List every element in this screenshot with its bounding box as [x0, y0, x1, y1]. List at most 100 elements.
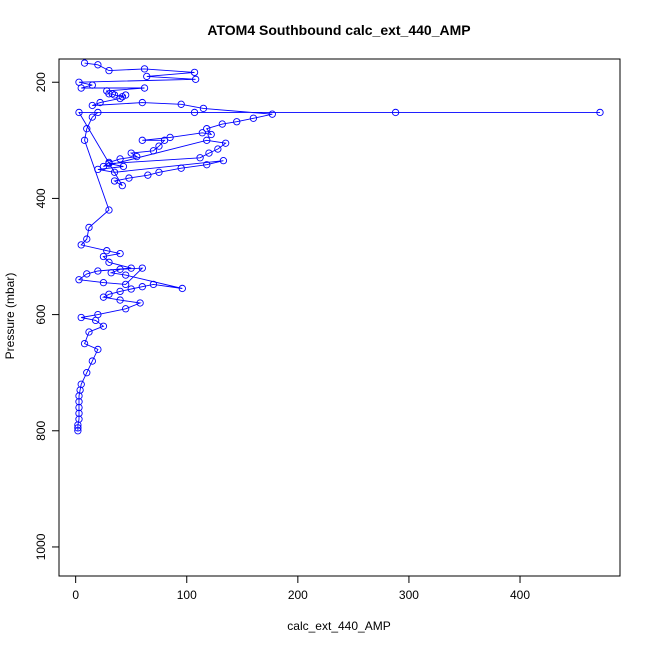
data-point: [138, 98, 146, 107]
data-point: [105, 90, 113, 98]
data-point: [166, 133, 174, 142]
data-point: [99, 278, 108, 287]
data-point: [144, 171, 152, 179]
series-line: [77, 62, 600, 431]
data-point: [94, 267, 102, 275]
data-point: [233, 118, 241, 126]
data-point: [149, 280, 158, 289]
data-point: [110, 177, 119, 185]
x-tick-label: 100: [177, 588, 197, 602]
y-tick-label: 1000: [34, 533, 48, 560]
data-point: [268, 110, 276, 118]
data-point: [249, 114, 258, 122]
data-point: [116, 249, 124, 258]
data-point: [596, 108, 604, 117]
data-point: [122, 305, 130, 313]
data-point: [75, 276, 83, 284]
data-point: [122, 271, 130, 279]
data-point: [127, 285, 135, 293]
y-tick-label: 200: [34, 72, 48, 92]
data-point: [122, 91, 130, 99]
data-point: [96, 98, 104, 107]
data-point: [198, 129, 206, 137]
data-point: [88, 101, 96, 110]
plot-frame: [58, 58, 621, 577]
data-point: [80, 136, 89, 144]
data-point: [214, 145, 222, 153]
data-point: [196, 154, 204, 162]
data-point: [149, 147, 158, 155]
data-point: [207, 130, 215, 139]
data-point: [75, 392, 83, 400]
data-point: [99, 322, 108, 330]
data-point: [105, 290, 113, 298]
data-point: [155, 142, 163, 150]
data-point: [99, 293, 108, 301]
data-point: [107, 269, 115, 277]
data-point: [77, 241, 85, 249]
y-axis-label: Pressure (mbar): [3, 273, 17, 360]
y-tick-label: 800: [34, 420, 48, 440]
data-point: [116, 265, 124, 273]
data-point: [105, 159, 113, 168]
data-point: [77, 84, 85, 92]
data-point: [140, 65, 149, 73]
data-point: [125, 174, 133, 182]
data-point: [133, 152, 141, 161]
data-point: [205, 149, 213, 157]
data-point: [80, 59, 89, 67]
x-tick-label: 200: [288, 588, 308, 602]
data-point: [116, 287, 124, 296]
data-point: [219, 157, 228, 165]
data-point: [74, 427, 82, 435]
data-point: [94, 345, 102, 354]
data-point: [94, 108, 102, 117]
data-series: [74, 59, 604, 435]
data-point: [99, 162, 108, 171]
data-point: [177, 164, 185, 172]
data-point: [143, 72, 151, 81]
data-point: [75, 409, 83, 417]
x-tick-label: 300: [399, 588, 419, 602]
data-point: [391, 108, 400, 117]
x-tick-label: 400: [510, 588, 530, 602]
data-point: [116, 155, 124, 163]
data-point: [80, 339, 89, 348]
data-point: [75, 403, 83, 412]
data-point: [105, 206, 113, 214]
data-point: [203, 125, 211, 133]
data-point: [199, 104, 208, 113]
data-point: [116, 296, 124, 304]
data-point: [83, 270, 91, 278]
data-point: [127, 149, 135, 157]
y-tick-label: 400: [34, 188, 48, 208]
data-point: [110, 91, 119, 99]
data-point: [75, 108, 83, 117]
data-point: [85, 223, 93, 232]
data-point: [83, 125, 91, 133]
data-point: [83, 235, 91, 243]
data-point: [105, 258, 113, 266]
data-point: [74, 424, 82, 432]
data-point: [105, 66, 113, 75]
data-point: [77, 313, 85, 322]
data-point: [75, 398, 83, 406]
x-tick-label: 0: [72, 588, 79, 602]
data-point: [103, 247, 111, 255]
data-point: [99, 252, 108, 261]
data-point: [138, 283, 146, 291]
data-point: [74, 421, 82, 429]
data-point: [191, 75, 200, 83]
data-point: [118, 181, 126, 190]
data-point: [138, 136, 146, 144]
data-point: [122, 280, 130, 289]
data-point: [160, 136, 169, 144]
data-point: [94, 61, 102, 69]
x-axis: 0 100 200 300 400: [72, 575, 530, 602]
data-point: [116, 94, 124, 103]
data-point: [127, 264, 135, 272]
data-point: [218, 120, 226, 128]
data-point: [92, 316, 100, 325]
data-point: [221, 139, 230, 147]
